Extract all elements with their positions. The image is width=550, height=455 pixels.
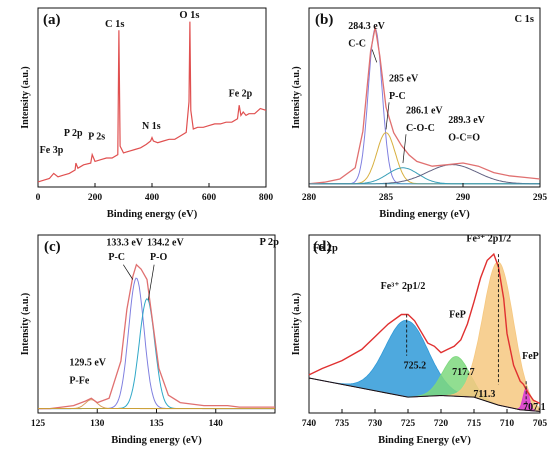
label-p-c: P-C: [389, 91, 406, 102]
label-711-3: 711.3: [473, 389, 495, 400]
x-axis-label: Binding energy (eV): [379, 209, 470, 220]
label-p-fe: P-Fe: [69, 375, 90, 386]
panel-label: (b): [315, 12, 333, 28]
peak-label-o1s: O 1s: [179, 10, 199, 21]
y-axis-label: Intensity (a.u.): [291, 293, 302, 356]
peak-label-p2p: P 2p: [64, 128, 83, 139]
peak-label-fe2p: Fe 2p: [229, 89, 253, 100]
label-133-3: 133.3 eV: [106, 237, 143, 248]
label-o-c-o: O-C=O: [448, 133, 480, 144]
label-284-3: 284.3 eV: [348, 21, 385, 32]
label-286-1: 286.1 eV: [406, 105, 443, 116]
label-fe3-1: Fe³⁺ 2p1/2: [381, 281, 426, 292]
label-p-c: P-C: [108, 252, 125, 263]
x-tick-label: 705: [533, 419, 548, 429]
y-axis-label: Intensity (a.u.): [20, 293, 31, 356]
label-fep-1: FeP: [449, 310, 466, 321]
x-axis-label: Binding energy (eV): [111, 435, 202, 446]
peak-label-fe3p: Fe 3p: [40, 145, 64, 156]
fit-component-4: [309, 164, 540, 185]
panel-title: C 1s: [514, 14, 534, 25]
panel-label: (d): [313, 239, 331, 255]
label-c-c: C-C: [348, 38, 366, 49]
label-717-7: 717.7: [452, 367, 475, 378]
x-tick-label: 135: [149, 419, 164, 429]
c1s-raw-line: [308, 27, 541, 185]
leader-line: [371, 49, 378, 63]
leader-line: [385, 102, 390, 130]
survey-spectrum-line: [37, 21, 267, 183]
x-tick-label: 710: [500, 419, 515, 429]
x-tick-label: 285: [379, 193, 394, 203]
panel-d-frame: [308, 234, 541, 414]
label-285: 285 eV: [389, 74, 419, 85]
x-tick-label: 720: [434, 419, 449, 429]
y-axis-label: Intensity (a.u.): [291, 66, 302, 129]
label-p-o: P-O: [150, 252, 167, 263]
label-707-1: 707.1: [523, 402, 546, 413]
x-tick-label: 200: [88, 193, 103, 203]
x-tick-label: 280: [302, 193, 317, 203]
x-axis-label: Binding Energy (eV): [378, 435, 471, 446]
label-725-2: 725.2: [404, 361, 427, 372]
fit-component-1: [38, 277, 275, 410]
panel-title: P 2p: [259, 237, 279, 248]
panel-label: (c): [44, 239, 61, 255]
leader-line: [402, 134, 407, 164]
x-tick-label: 740: [302, 419, 317, 429]
x-axis-label: Binding energy (eV): [107, 209, 198, 220]
label-c-o-c: C-O-C: [406, 123, 435, 134]
leader-line: [147, 264, 155, 301]
x-tick-label: 800: [259, 193, 274, 203]
label-134-2: 134.2 eV: [147, 237, 184, 248]
x-tick-label: 125: [31, 419, 46, 429]
x-tick-label: 400: [145, 193, 160, 203]
x-tick-label: 130: [90, 419, 105, 429]
label-fep-2: FeP: [522, 351, 539, 362]
x-tick-label: 290: [456, 193, 471, 203]
leader-line: [123, 264, 134, 280]
panel-b-frame: [308, 7, 541, 188]
peak-label-c1s: C 1s: [105, 19, 125, 30]
x-tick-label: 725: [401, 419, 416, 429]
panel-label: (a): [43, 12, 61, 28]
x-tick-label: 295: [533, 193, 548, 203]
x-tick-label: 0: [36, 193, 41, 203]
x-tick-label: 600: [202, 193, 217, 203]
label-289-3: 289.3 eV: [448, 115, 485, 126]
peak-label-n1s: N 1s: [142, 121, 161, 132]
x-tick-label: 735: [335, 419, 350, 429]
y-axis-label: Intensity (a.u.): [20, 66, 31, 129]
label-fe3-2: Fe³⁺ 2p1/2: [466, 233, 511, 244]
baseline-line: [308, 377, 541, 412]
x-tick-label: 140: [209, 419, 224, 429]
x-tick-label: 715: [467, 419, 482, 429]
label-129-5: 129.5 eV: [69, 358, 106, 369]
x-tick-label: 730: [368, 419, 383, 429]
peak-label-p2s: P 2s: [88, 131, 105, 142]
fe2p-raw-line: [308, 252, 541, 405]
panel-title: Fe 2p: [313, 243, 338, 254]
p2p-raw-line: [38, 263, 275, 410]
